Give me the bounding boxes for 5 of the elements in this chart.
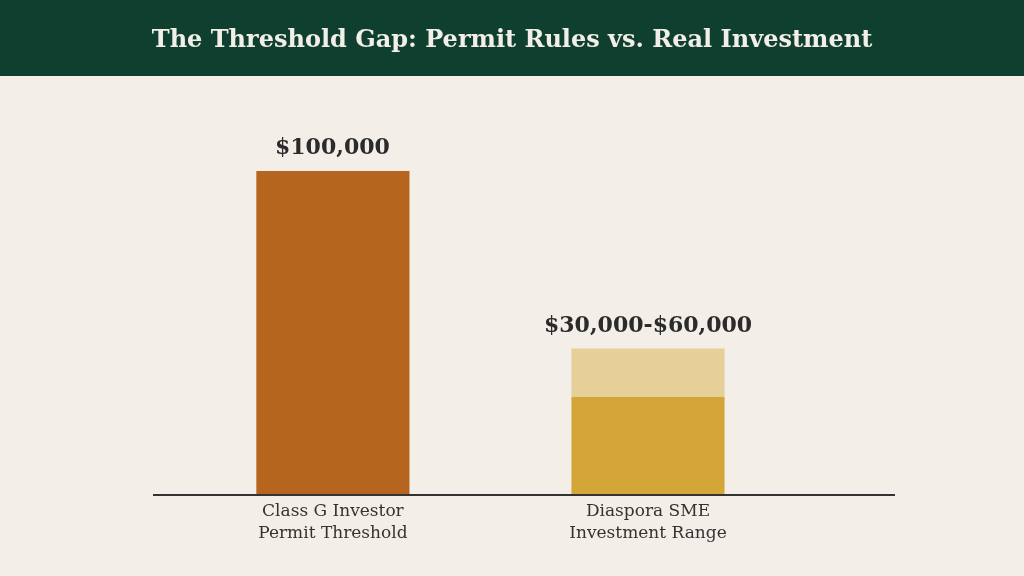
data-label: $100,000 — [275, 133, 390, 159]
chart-title: The Threshold Gap: Permit Rules vs. Real Investment — [151, 23, 873, 53]
x-tick-label: Class G Investor Permit Threshold — [258, 499, 408, 542]
data-label: $30,000-$60,000 — [544, 311, 753, 337]
x-tick-label: Diaspora SME Investment Range — [569, 499, 727, 542]
